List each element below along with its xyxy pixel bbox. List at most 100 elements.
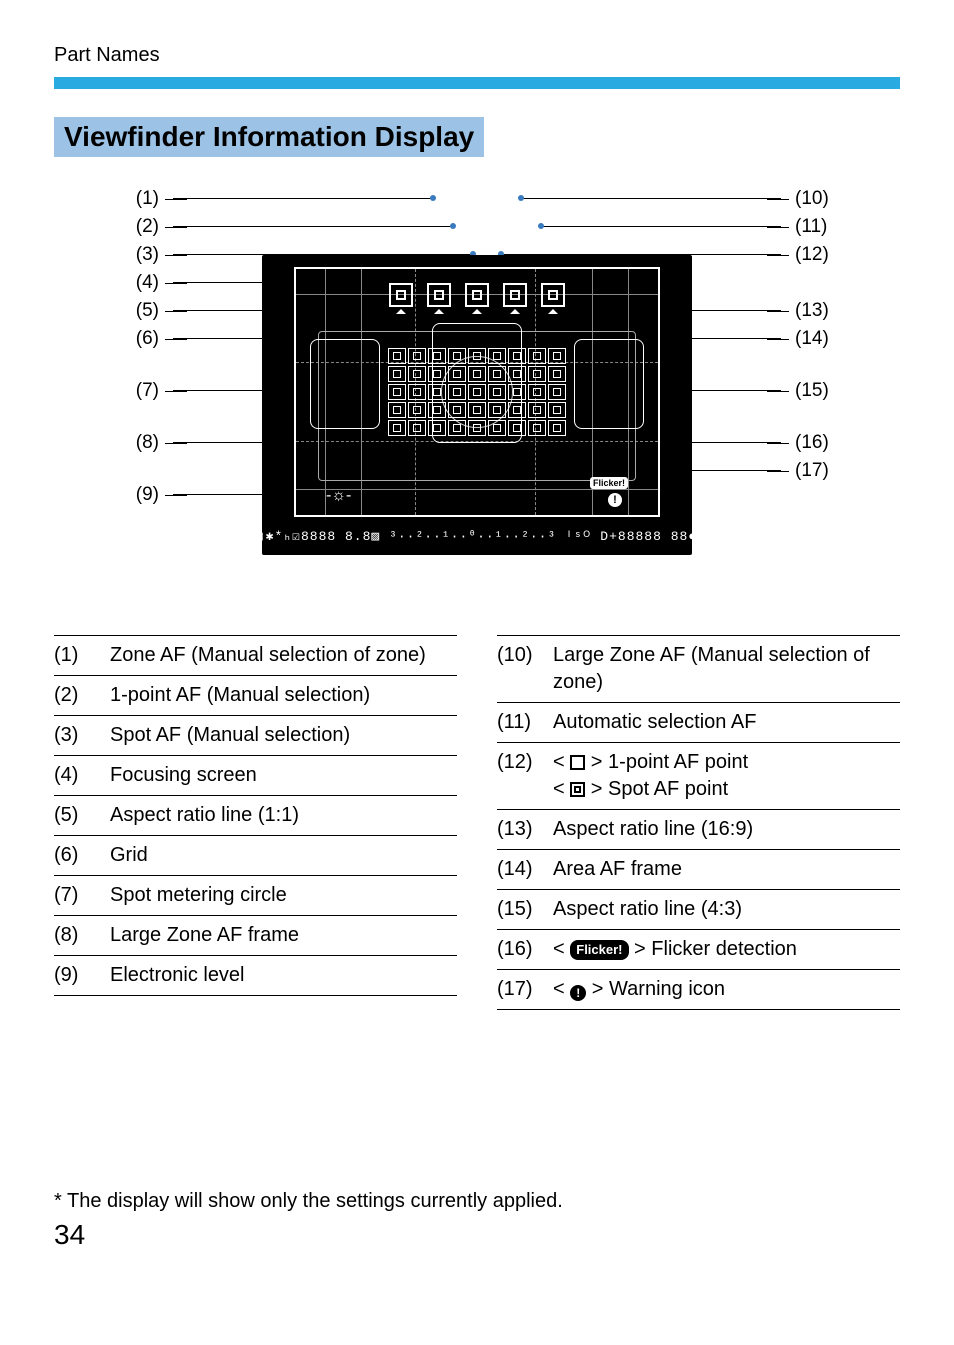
- callout-label: (13): [767, 297, 837, 325]
- legend-text: < > 1-point AF point< > Spot AF point: [553, 749, 900, 803]
- legend-text: Aspect ratio line (1:1): [110, 802, 457, 829]
- electronic-level-icon: -☼-: [326, 487, 351, 505]
- callout-label: (5): [117, 297, 187, 325]
- callout-label: (9): [117, 481, 187, 509]
- af-point: [448, 402, 466, 418]
- legend-text: Electronic level: [110, 962, 457, 989]
- af-point: [508, 402, 526, 418]
- legend-num: (11): [497, 709, 553, 736]
- legend-row: (5)Aspect ratio line (1:1): [54, 795, 457, 835]
- legend-row: (10)Large Zone AF (Manual selection of z…: [497, 635, 900, 702]
- legend-num: (13): [497, 816, 553, 843]
- legend-left: (1)Zone AF (Manual selection of zone)(2)…: [54, 635, 457, 1010]
- legend-text: Spot metering circle: [110, 882, 457, 909]
- focusing-screen: -☼- Flicker! !: [294, 267, 660, 517]
- legend-text: Aspect ratio line (4:3): [553, 896, 900, 923]
- legend-row: (2)1-point AF (Manual selection): [54, 675, 457, 715]
- accent-rule: [54, 77, 900, 89]
- legend-row: (15)Aspect ratio line (4:3): [497, 889, 900, 929]
- af-point: [508, 420, 526, 436]
- af-point: [448, 420, 466, 436]
- legend-row: (1)Zone AF (Manual selection of zone): [54, 635, 457, 675]
- legend-num: (15): [497, 896, 553, 923]
- af-point: [468, 348, 486, 364]
- breadcrumb: Part Names: [54, 44, 900, 67]
- page-number: 34: [54, 1219, 900, 1251]
- legend-row: (9)Electronic level: [54, 955, 457, 996]
- af-point: [488, 420, 506, 436]
- largezone-af-icon: [503, 283, 527, 307]
- legend-text: Spot AF (Manual selection): [110, 722, 457, 749]
- legend-num: (12): [497, 749, 553, 776]
- af-point: [468, 420, 486, 436]
- legend-num: (10): [497, 642, 553, 669]
- legend-num: (7): [54, 882, 110, 909]
- callout-label: (14): [767, 325, 837, 353]
- warning-icon: !: [608, 493, 622, 507]
- callout-label: (15): [767, 377, 837, 405]
- legend-row: (8)Large Zone AF frame: [54, 915, 457, 955]
- legend-row: (16)< Flicker! > Flicker detection: [497, 929, 900, 969]
- af-point: [548, 348, 566, 364]
- legend-num: (1): [54, 642, 110, 669]
- info-strip: ▯✱*ₕ☑8888 8.8▨ ³··²··¹··⁰··¹··²··³ ᴵˢᴼ D…: [294, 523, 660, 549]
- af-point: [548, 366, 566, 382]
- viewfinder-diagram: (1)(2)(3)(4)(5)(6)(7)(8)(9) (10)(11)(12)…: [117, 185, 837, 565]
- legend-num: (8): [54, 922, 110, 949]
- legend-num: (14): [497, 856, 553, 883]
- callout-label: (4): [117, 269, 187, 297]
- af-point: [428, 420, 446, 436]
- legend-row: (17)< ! > Warning icon: [497, 969, 900, 1010]
- af-point: [508, 348, 526, 364]
- callout-label: (2): [117, 213, 187, 241]
- onepoint-af-icon: [427, 283, 451, 307]
- af-point: [448, 366, 466, 382]
- af-point: [468, 366, 486, 382]
- legend-row: (7)Spot metering circle: [54, 875, 457, 915]
- af-point: [428, 402, 446, 418]
- af-point: [388, 420, 406, 436]
- af-point: [428, 384, 446, 400]
- large-zone-frame-left: [310, 339, 380, 429]
- legend-row: (6)Grid: [54, 835, 457, 875]
- af-point: [528, 402, 546, 418]
- legend-num: (16): [497, 936, 553, 963]
- flicker-badge: Flicker!: [590, 477, 628, 489]
- legend-text: Focusing screen: [110, 762, 457, 789]
- af-point: [548, 384, 566, 400]
- callout-label: (1): [117, 185, 187, 213]
- af-point: [408, 402, 426, 418]
- section-title: Viewfinder Information Display: [54, 117, 484, 157]
- legend-row: (14)Area AF frame: [497, 849, 900, 889]
- af-point: [388, 348, 406, 364]
- af-point: [428, 366, 446, 382]
- footnote: * The display will show only the setting…: [54, 1190, 900, 1213]
- autoselect-af-icon: [541, 283, 565, 307]
- legend-text: < ! > Warning icon: [553, 976, 900, 1003]
- callout-label: (3): [117, 241, 187, 269]
- af-point: [488, 384, 506, 400]
- legend-text: Grid: [110, 842, 457, 869]
- legend-text: < Flicker! > Flicker detection: [553, 936, 900, 963]
- af-point: [488, 348, 506, 364]
- large-zone-frame-right: [574, 339, 644, 429]
- af-point: [448, 384, 466, 400]
- legend-text: Area AF frame: [553, 856, 900, 883]
- callout-label: (17): [767, 457, 837, 485]
- af-point: [408, 384, 426, 400]
- legend-text: 1-point AF (Manual selection): [110, 682, 457, 709]
- legend-num: (3): [54, 722, 110, 749]
- af-point: [508, 366, 526, 382]
- af-point: [528, 420, 546, 436]
- af-point: [408, 366, 426, 382]
- legend-text: Aspect ratio line (16:9): [553, 816, 900, 843]
- af-point: [508, 384, 526, 400]
- legend-row: (3)Spot AF (Manual selection): [54, 715, 457, 755]
- af-point-grid: [388, 348, 566, 436]
- af-point: [488, 402, 506, 418]
- legend-row: (12)< > 1-point AF point< > Spot AF poin…: [497, 742, 900, 809]
- af-point: [548, 402, 566, 418]
- af-point: [528, 366, 546, 382]
- spot-af-icon: [465, 283, 489, 307]
- callout-label: (11): [767, 213, 837, 241]
